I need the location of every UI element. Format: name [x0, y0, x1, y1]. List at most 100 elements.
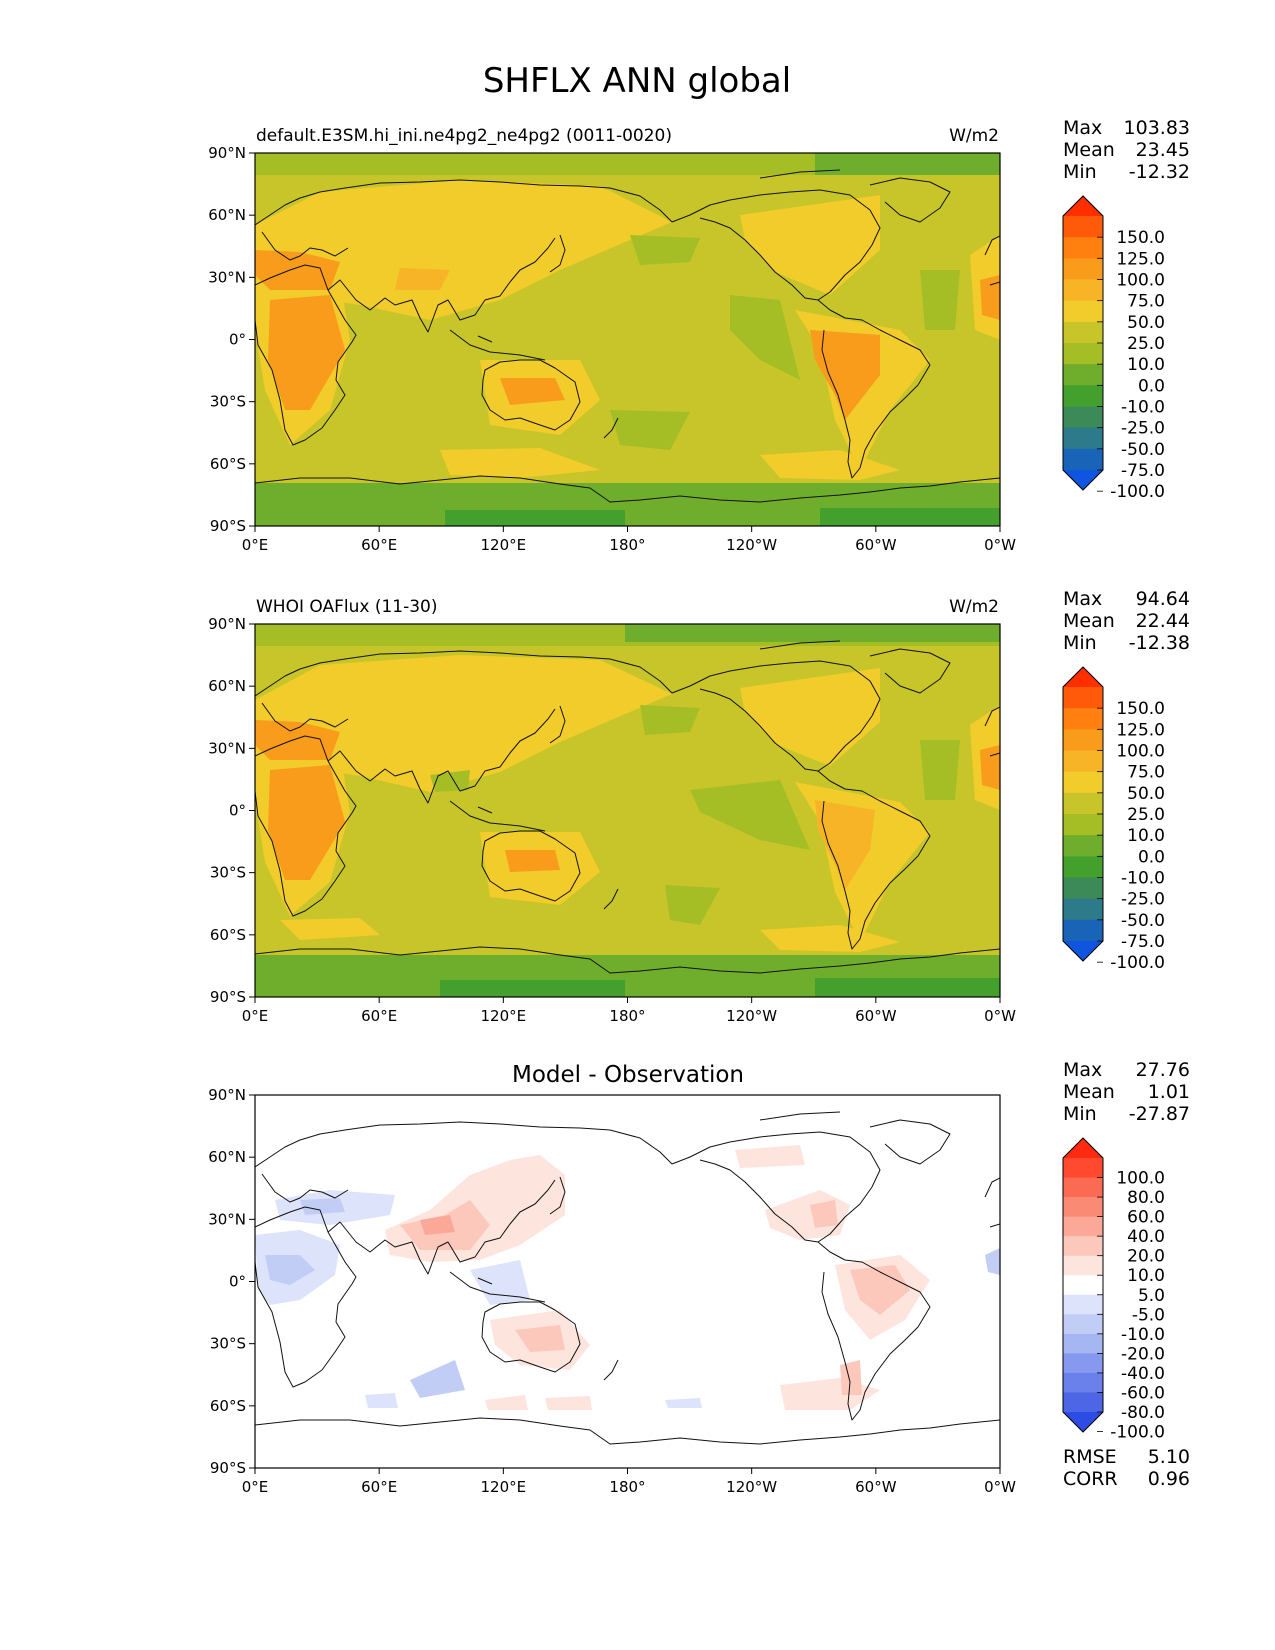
stat-value-mean: 23.45	[1136, 139, 1190, 161]
colorbar-segment	[1063, 406, 1103, 429]
panel-difference-title: Model - Observation	[512, 1062, 744, 1088]
lat-tick-label: 30°N	[208, 268, 246, 286]
colorbar-extend-max	[1063, 196, 1103, 216]
panel-test-field	[255, 153, 1000, 526]
colorbar-segment	[1063, 448, 1103, 471]
colorbar-tick-label: 50.0	[1127, 313, 1165, 333]
panel-reference-stats: Max 94.64 Mean 22.44 Min -12.38	[1063, 588, 1190, 654]
colorbar-tick-label: -10.0	[1121, 398, 1165, 418]
lon-tick-label: 60°W	[855, 1478, 897, 1496]
panel-difference-colorbar: 100.080.060.040.020.010.05.0-5.0-10.0-20…	[1062, 1137, 1165, 1443]
colorbar-extend-max	[1063, 667, 1103, 687]
colorbar-tick-label: 150.0	[1116, 699, 1165, 719]
stat-value-mean: 22.44	[1136, 610, 1190, 632]
colorbar-tick-label: 50.0	[1127, 784, 1165, 804]
colorbar-segment	[1063, 321, 1103, 344]
panel-difference-metrics: RMSE 5.10 CORR 0.96	[1063, 1446, 1190, 1490]
colorbar-tick-label: -25.0	[1121, 419, 1165, 439]
lon-tick-label: 60°E	[361, 536, 397, 554]
colorbar-segment	[1063, 856, 1103, 878]
lon-tick-label: 120°W	[726, 536, 777, 554]
colorbar-tick-label: 20.0	[1127, 1247, 1165, 1267]
colorbar-segment	[1063, 1158, 1103, 1179]
colorbar-tick-label: 25.0	[1127, 334, 1165, 354]
lat-tick-label: 30°N	[208, 739, 246, 757]
lat-tick-label: 30°N	[208, 1210, 246, 1228]
colorbar-segment	[1063, 1353, 1103, 1374]
lat-tick-label: 90°N	[208, 144, 246, 162]
colorbar-segment	[1063, 216, 1103, 238]
stat-label-mean: Mean	[1063, 610, 1115, 632]
lon-tick-label: 120°E	[481, 1007, 527, 1025]
lat-tick-label: 90°S	[210, 988, 246, 1006]
colorbar-tick-label: -75.0	[1121, 932, 1165, 952]
colorbar-tick-label: 10.0	[1127, 1266, 1165, 1286]
colorbar-tick-label: 80.0	[1127, 1188, 1165, 1208]
colorbar-tick-label: 10.0	[1127, 355, 1165, 375]
lat-tick-label: 30°S	[210, 393, 246, 411]
lon-tick-label: 0°E	[242, 1007, 269, 1025]
colorbar-segment	[1063, 687, 1103, 709]
lon-tick-label: 0°W	[984, 536, 1016, 554]
lon-tick-label: 60°E	[361, 1478, 397, 1496]
panel-test-title-left: default.E3SM.hi_ini.ne4pg2_ne4pg2 (0011-…	[256, 126, 672, 146]
colorbar-tick-label: 100.0	[1116, 742, 1165, 762]
lon-tick-label: 180°	[609, 536, 645, 554]
colorbar-tick-label: -100.0	[1110, 953, 1165, 973]
colorbar-tick-label: -50.0	[1121, 911, 1165, 931]
colorbar-segment	[1063, 708, 1103, 730]
panel-reference-title-right: W/m2	[949, 597, 999, 617]
panel-test-title-right: W/m2	[949, 126, 999, 146]
colorbar-tick-label: 125.0	[1116, 720, 1165, 740]
stat-label-mean: Mean	[1063, 1081, 1115, 1103]
colorbar-segment	[1063, 814, 1103, 836]
panel-difference-field	[255, 1095, 1000, 1468]
colorbar-extend-max	[1063, 1138, 1103, 1158]
lon-tick-label: 120°W	[726, 1478, 777, 1496]
colorbar-tick-label: -100.0	[1110, 482, 1165, 502]
stat-value-min: -12.32	[1129, 161, 1190, 183]
panel-test-stats: Max 103.83 Mean 23.45 Min -12.32	[1063, 117, 1190, 183]
lat-tick-label: 30°S	[210, 1335, 246, 1353]
lat-tick-label: 60°S	[210, 455, 246, 473]
lon-tick-label: 120°E	[481, 536, 527, 554]
colorbar-tick-label: -80.0	[1121, 1403, 1165, 1423]
lat-tick-label: 60°N	[208, 1148, 246, 1166]
lon-tick-label: 180°	[609, 1478, 645, 1496]
stat-value-min: -12.38	[1129, 632, 1190, 654]
colorbar-segment	[1063, 877, 1103, 900]
lat-tick-label: 60°N	[208, 677, 246, 695]
colorbar-segment	[1063, 771, 1103, 794]
lat-tick-label: 0°	[229, 1273, 246, 1291]
colorbar-tick-label: 100.0	[1116, 271, 1165, 291]
colorbar-segment	[1063, 258, 1103, 280]
colorbar-extend-min	[1063, 470, 1103, 490]
colorbar-segment	[1063, 1314, 1103, 1335]
colorbar-tick-label: 100.0	[1116, 1169, 1165, 1189]
lat-tick-label: 60°S	[210, 926, 246, 944]
colorbar-tick-label: -50.0	[1121, 440, 1165, 460]
colorbar-tick-label: 10.0	[1127, 826, 1165, 846]
colorbar-segment	[1063, 427, 1103, 450]
colorbar-tick-label: -40.0	[1121, 1364, 1165, 1384]
metric-label-corr: CORR	[1063, 1468, 1118, 1490]
colorbar-segment	[1063, 1177, 1103, 1198]
panel-difference-stats: Max 27.76 Mean 1.01 Min -27.87	[1063, 1059, 1190, 1125]
colorbar-segment	[1063, 1197, 1103, 1218]
lon-tick-label: 180°	[609, 1007, 645, 1025]
metric-value-rmse: 5.10	[1148, 1446, 1190, 1468]
panel-reference-colorbar: 150.0125.0100.075.050.025.010.00.0-10.0-…	[1062, 666, 1165, 973]
metric-value-corr: 0.96	[1148, 1468, 1190, 1490]
lon-tick-label: 0°W	[984, 1007, 1016, 1025]
lat-tick-label: 90°S	[210, 517, 246, 535]
lon-tick-label: 60°W	[855, 1007, 897, 1025]
stat-label-min: Min	[1063, 1103, 1097, 1125]
lat-tick-label: 90°N	[208, 615, 246, 633]
colorbar-segment	[1063, 1275, 1103, 1296]
colorbar-tick-label: 75.0	[1127, 292, 1165, 312]
stat-label-mean: Mean	[1063, 139, 1115, 161]
colorbar-tick-label: -10.0	[1121, 869, 1165, 889]
colorbar-tick-label: -100.0	[1110, 1423, 1165, 1443]
colorbar-segment	[1063, 792, 1103, 815]
